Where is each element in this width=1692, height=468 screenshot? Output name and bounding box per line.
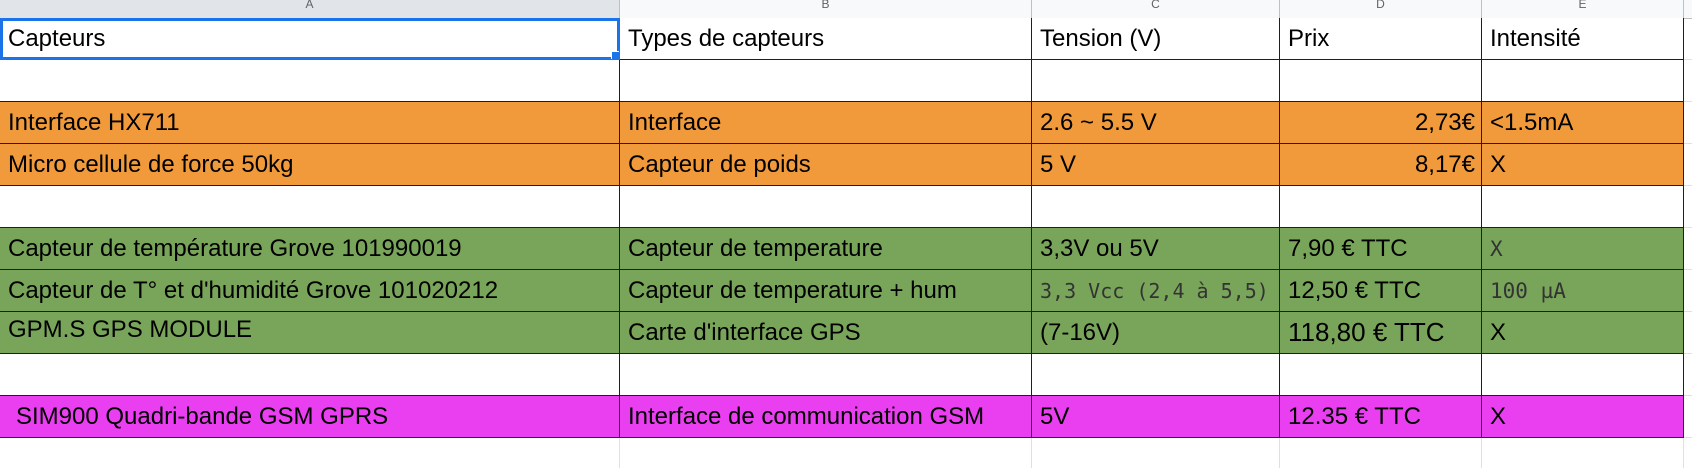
cell-D3[interactable]: 2,73€ bbox=[1280, 102, 1482, 144]
cell-E7[interactable]: 100 µA bbox=[1482, 270, 1684, 312]
cell-B10[interactable]: Interface de communication GSM bbox=[620, 396, 1032, 438]
cell-E2[interactable] bbox=[1482, 60, 1684, 102]
cell-B3[interactable]: Interface bbox=[620, 102, 1032, 144]
cell-B4[interactable]: Capteur de poids bbox=[620, 144, 1032, 186]
cell-C4[interactable]: 5 V bbox=[1032, 144, 1280, 186]
table-row bbox=[0, 186, 1692, 228]
cell-A1[interactable]: Capteurs bbox=[0, 18, 620, 60]
cell-D2[interactable] bbox=[1280, 60, 1482, 102]
cell-E1[interactable]: Intensité bbox=[1482, 18, 1684, 60]
cell-C1[interactable]: Tension (V) bbox=[1032, 18, 1280, 60]
table-row: Capteurs Types de capteurs Tension (V) P… bbox=[0, 18, 1692, 60]
table-row: Capteur de T° et d'humidité Grove 101020… bbox=[0, 270, 1692, 312]
cell-A9[interactable] bbox=[0, 354, 620, 396]
cell-D5[interactable] bbox=[1280, 186, 1482, 228]
column-header-d[interactable]: D bbox=[1280, 0, 1482, 18]
table-row bbox=[0, 354, 1692, 396]
cell-D9[interactable] bbox=[1280, 354, 1482, 396]
row-trailing-space bbox=[1684, 396, 1692, 438]
cell-C6[interactable]: 3,3V ou 5V bbox=[1032, 228, 1280, 270]
table-row bbox=[0, 60, 1692, 102]
cell-B5[interactable] bbox=[620, 186, 1032, 228]
row-trailing-space bbox=[1684, 270, 1692, 312]
column-header-c[interactable]: C bbox=[1032, 0, 1280, 18]
cell-A11[interactable] bbox=[0, 438, 620, 468]
cell-E3[interactable]: <1.5mA bbox=[1482, 102, 1684, 144]
fill-handle[interactable] bbox=[611, 51, 619, 59]
cell-D4[interactable]: 8,17€ bbox=[1280, 144, 1482, 186]
table-row: SIM900 Quadri-bande GSM GPRS Interface d… bbox=[0, 396, 1692, 438]
column-header-a[interactable]: A bbox=[0, 0, 620, 18]
cell-A6[interactable]: Capteur de température Grove 101990019 bbox=[0, 228, 620, 270]
row-trailing-space bbox=[1684, 312, 1692, 354]
cell-B2[interactable] bbox=[620, 60, 1032, 102]
cell-B8[interactable]: Carte d'interface GPS bbox=[620, 312, 1032, 354]
row-trailing-space bbox=[1684, 60, 1692, 102]
row-trailing-space bbox=[1684, 18, 1692, 60]
cell-C3[interactable]: 2.6 ~ 5.5 V bbox=[1032, 102, 1280, 144]
cell-A7[interactable]: Capteur de T° et d'humidité Grove 101020… bbox=[0, 270, 620, 312]
table-row: Micro cellule de force 50kg Capteur de p… bbox=[0, 144, 1692, 186]
cell-B6[interactable]: Capteur de temperature bbox=[620, 228, 1032, 270]
cell-E10[interactable]: X bbox=[1482, 396, 1684, 438]
cell-D6[interactable]: 7,90 € TTC bbox=[1280, 228, 1482, 270]
cell-C2[interactable] bbox=[1032, 60, 1280, 102]
column-header-e[interactable]: E bbox=[1482, 0, 1684, 18]
cell-A5[interactable] bbox=[0, 186, 620, 228]
cell-D7[interactable]: 12,50 € TTC bbox=[1280, 270, 1482, 312]
row-trailing-space bbox=[1684, 186, 1692, 228]
table-row: Capteur de température Grove 101990019 C… bbox=[0, 228, 1692, 270]
cell-C5[interactable] bbox=[1032, 186, 1280, 228]
cell-A4[interactable]: Micro cellule de force 50kg bbox=[0, 144, 620, 186]
cell-A8[interactable]: GPM.S GPS MODULE bbox=[0, 312, 620, 354]
cell-B9[interactable] bbox=[620, 354, 1032, 396]
cell-E5[interactable] bbox=[1482, 186, 1684, 228]
cell-D8[interactable]: 118,80 € TTC bbox=[1280, 312, 1482, 354]
cell-C11[interactable] bbox=[1032, 438, 1280, 468]
cell-D11[interactable] bbox=[1280, 438, 1482, 468]
cell-C10[interactable]: 5V bbox=[1032, 396, 1280, 438]
column-header-bar: A B C D E bbox=[0, 0, 1692, 19]
table-row-partial bbox=[0, 438, 1692, 468]
cell-C9[interactable] bbox=[1032, 354, 1280, 396]
cell-E8[interactable]: X bbox=[1482, 312, 1684, 354]
cell-A10[interactable]: SIM900 Quadri-bande GSM GPRS bbox=[0, 396, 620, 438]
cell-E6[interactable]: X bbox=[1482, 228, 1684, 270]
cell-D1[interactable]: Prix bbox=[1280, 18, 1482, 60]
cell-B11[interactable] bbox=[620, 438, 1032, 468]
column-header-b[interactable]: B bbox=[620, 0, 1032, 18]
cell-E9[interactable] bbox=[1482, 354, 1684, 396]
row-trailing-space bbox=[1684, 144, 1692, 186]
cell-B1[interactable]: Types de capteurs bbox=[620, 18, 1032, 60]
table-row: GPM.S GPS MODULE Carte d'interface GPS (… bbox=[0, 312, 1692, 354]
row-trailing-space bbox=[1684, 102, 1692, 144]
row-trailing-space bbox=[1684, 354, 1692, 396]
cell-D10[interactable]: 12.35 € TTC bbox=[1280, 396, 1482, 438]
cell-E11[interactable] bbox=[1482, 438, 1684, 468]
row-trailing-space bbox=[1684, 228, 1692, 270]
cell-A2[interactable] bbox=[0, 60, 620, 102]
cell-C7[interactable]: 3,3 Vcc (2,4 à 5,5) bbox=[1032, 270, 1280, 312]
cell-C8[interactable]: (7-16V) bbox=[1032, 312, 1280, 354]
cell-A3[interactable]: Interface HX711 bbox=[0, 102, 620, 144]
cell-B7[interactable]: Capteur de temperature + hum bbox=[620, 270, 1032, 312]
cell-E4[interactable]: X bbox=[1482, 144, 1684, 186]
table-row: Interface HX711 Interface 2.6 ~ 5.5 V 2,… bbox=[0, 102, 1692, 144]
